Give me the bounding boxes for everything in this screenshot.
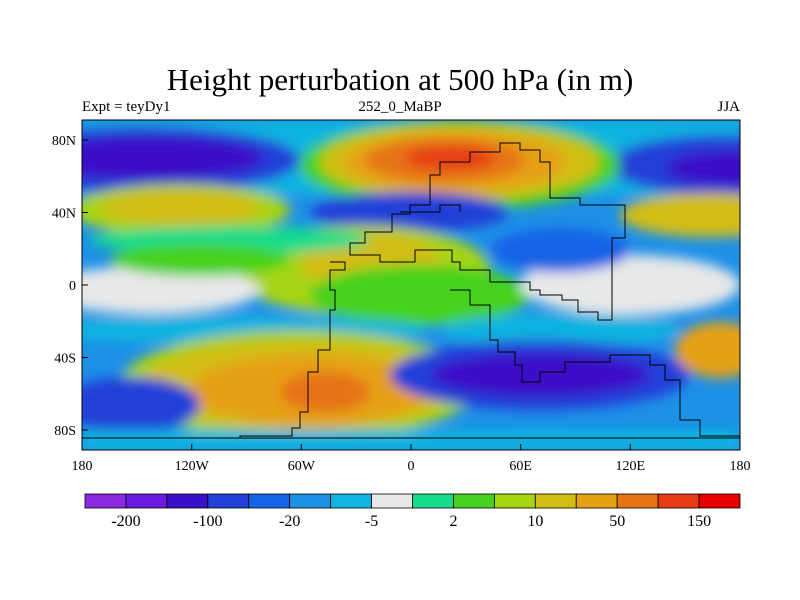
colorbar-swatch [289,493,332,509]
experiment-label: Expt = teyDy1 [82,99,171,115]
colorbar: -200 -100 -20 -5 2 10 50 150 [84,493,741,530]
colorbar-swatch [166,493,209,509]
y-tick-label: 80S [54,424,76,439]
colorbar-label: 50 [609,513,625,530]
run-id-label: 252_0_MaBP [358,99,442,115]
y-tick-label: 40N [52,207,76,222]
y-tick-label: 0 [69,279,76,294]
colorbar-label: -5 [365,513,378,530]
colorbar-swatch [657,493,700,509]
colorbar-swatch [84,493,127,509]
x-tick-label: 120E [616,459,646,474]
colorbar-swatch [125,493,168,509]
colorbar-label: -200 [111,513,140,530]
y-tick-label: 80N [52,134,76,149]
axis-tick-marks [81,139,741,450]
colorbar-swatch [534,493,577,509]
height-field [82,120,740,450]
colorbar-swatch [412,493,454,509]
x-tick-label: 180 [72,459,93,474]
y-axis-labels: 80N 40N 0 40S 80S [52,134,76,439]
colorbar-label: -100 [193,513,222,530]
x-tick-label: 120W [175,459,210,474]
continent-outlines [82,142,740,439]
x-tick-label: 60W [288,459,316,474]
colorbar-label: 150 [687,513,711,530]
colorbar-swatch [330,493,372,509]
colorbar-swatch [248,493,291,509]
x-tick-label: 60E [509,459,532,474]
season-label: JJA [717,99,740,115]
y-tick-label: 40S [54,352,76,367]
x-axis-labels: 180 120W 60W 0 60E 120E 180 [72,459,751,474]
colorbar-swatch [575,493,618,509]
colorbar-label: 10 [527,513,543,530]
colorbar-swatch [207,493,250,509]
colorbar-swatch [616,493,659,509]
colorbar-swatch [371,493,413,509]
colorbar-label: -20 [279,513,300,530]
colorbar-swatch [698,493,741,509]
x-tick-label: 180 [730,459,751,474]
x-tick-label: 0 [408,459,415,474]
colorbar-label: 2 [449,513,457,530]
map-title: Height perturbation at 500 hPa (in m) [166,62,634,97]
colorbar-swatch [493,493,536,509]
colorbar-swatch [453,493,495,509]
